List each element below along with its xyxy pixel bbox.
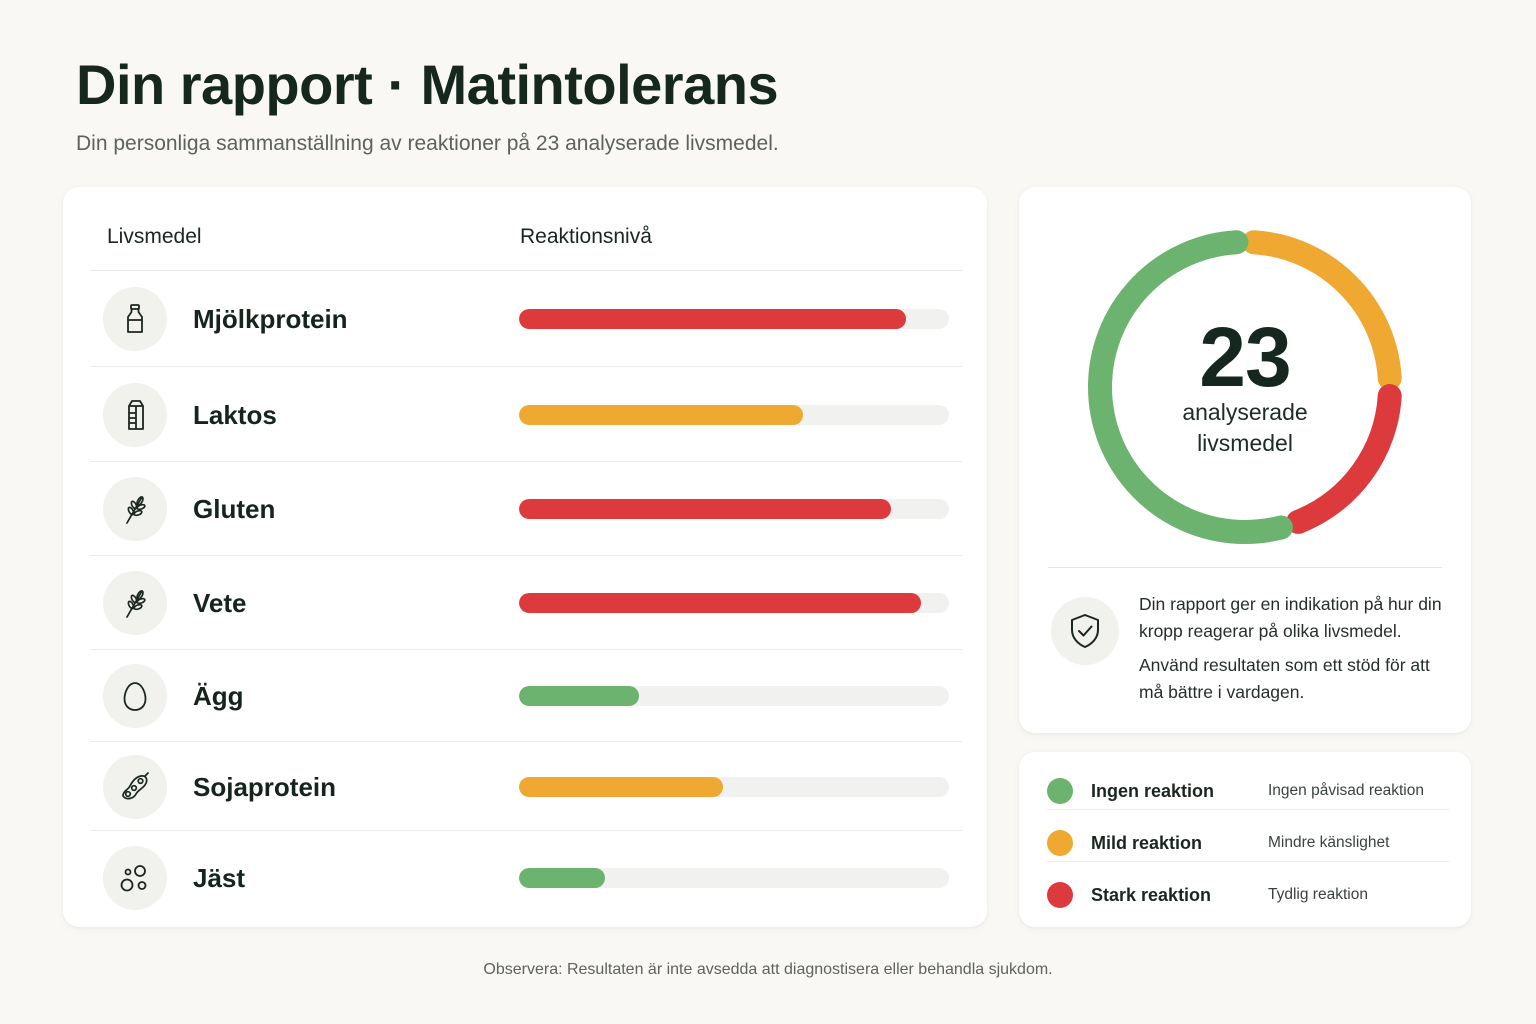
- soybean-icon: [122, 771, 149, 799]
- info-text-indication: Din rapport ger en indikation på hur din…: [1139, 594, 1442, 641]
- table-row: Jäst: [90, 831, 962, 924]
- legend-description: Mindre känslighet: [1268, 834, 1390, 851]
- divider: [1048, 567, 1442, 568]
- food-rows: Mjölkprotein Laktos Gluten Vete Ägg Sojaprote…: [90, 271, 962, 924]
- table-row: Sojaprotein: [90, 742, 962, 831]
- reaction-bar-track: [519, 867, 949, 888]
- legend-dot: [1047, 882, 1073, 908]
- table-row: Gluten: [90, 462, 962, 556]
- food-icon-circle: [103, 382, 167, 447]
- reaction-bar-track: [519, 776, 949, 797]
- reaction-bar-mild: [519, 404, 803, 425]
- egg-icon: [123, 682, 147, 711]
- table-row: Laktos: [90, 367, 962, 462]
- page-title: Din rapport · Matintolerans: [76, 53, 779, 116]
- wheat-icon: [126, 590, 146, 618]
- shield-check-icon: [1071, 614, 1099, 648]
- food-name: Jäst: [193, 862, 246, 893]
- food-icon-circle: [103, 754, 167, 819]
- food-table-card: Livsmedel Reaktionsnivå Mjölkprotein Lakt…: [63, 187, 987, 927]
- legend-label: Mild reaktion: [1091, 833, 1203, 853]
- food-name: Vete: [193, 588, 247, 618]
- reaction-bar-strong: [519, 499, 891, 519]
- legend-label: Stark reaktion: [1091, 885, 1212, 905]
- table-header: Livsmedel Reaktionsnivå: [90, 187, 962, 271]
- reaction-bar-track: [519, 499, 949, 519]
- food-icon-circle: [103, 845, 167, 910]
- legend-item-strong: Stark reaktion Tydlig reaktion: [1047, 862, 1449, 914]
- disclaimer-footnote: Observera: Resultaten är inte avsedda at…: [483, 961, 1053, 978]
- shield-icon-circle: [1051, 597, 1119, 665]
- count-label-line-1: analyserade: [1182, 399, 1308, 425]
- milk-bottle-icon: [127, 304, 143, 333]
- analyzed-count: 23: [1199, 310, 1291, 404]
- reaction-bar-track: [519, 593, 949, 613]
- food-icon-circle: [103, 287, 167, 351]
- reaction-bar-none: [519, 867, 605, 888]
- column-header-food: Livsmedel: [107, 225, 202, 248]
- page-subtitle: Din personliga sammanställning av reakti…: [76, 132, 779, 155]
- summary-card: 23 analyserade livsmedel Din rapport ger…: [1019, 187, 1471, 733]
- reaction-bar-mild: [519, 776, 724, 797]
- milk-carton-icon: [128, 399, 144, 430]
- table-row: Vete: [90, 556, 962, 650]
- legend-item-mild: Mild reaktion Mindre känslighet: [1047, 810, 1449, 862]
- food-icon-circle: [103, 477, 167, 541]
- legend-description: Tydlig reaktion: [1268, 886, 1368, 903]
- legend-description: Ingen påvisad reaktion: [1268, 782, 1424, 799]
- food-name: Gluten: [193, 494, 276, 524]
- legend-item-none: Ingen reaktion Ingen påvisad reaktion: [1047, 758, 1449, 810]
- food-name: Sojaprotein: [193, 771, 337, 802]
- food-name: Ägg: [193, 681, 244, 711]
- food-name: Mjölkprotein: [193, 304, 348, 334]
- reaction-donut-chart: [1088, 230, 1402, 544]
- reaction-bar-track: [519, 309, 949, 329]
- reaction-bar-strong: [519, 309, 906, 329]
- donut-segment-none: [1088, 230, 1402, 544]
- count-label-line-2: livsmedel: [1197, 430, 1293, 456]
- food-icon-circle: [103, 571, 167, 635]
- reaction-bar-track: [519, 404, 949, 425]
- table-row: Mjölkprotein: [90, 271, 962, 367]
- legend-dot: [1047, 778, 1073, 804]
- legend-card: Ingen reaktion Ingen påvisad reaktion Mild…: [1019, 752, 1471, 927]
- reaction-bar-strong: [519, 593, 922, 613]
- wheat-icon: [126, 496, 146, 524]
- table-row: Ägg: [90, 650, 962, 742]
- food-icon-circle: [103, 664, 167, 728]
- info-text-support: Använd resultaten som ett stöd för att m…: [1139, 655, 1430, 702]
- food-name: Laktos: [193, 399, 277, 430]
- analyzed-count-label: analyserade livsmedel: [1145, 397, 1345, 459]
- legend-label: Ingen reaktion: [1091, 781, 1215, 801]
- column-header-level: Reaktionsnivå: [520, 225, 652, 248]
- reaction-bar-track: [519, 686, 949, 706]
- legend-dot: [1047, 830, 1073, 856]
- donut-segment-strong: [1088, 230, 1402, 544]
- reaction-bar-none: [519, 686, 640, 706]
- yeast-bubbles-icon: [120, 864, 147, 891]
